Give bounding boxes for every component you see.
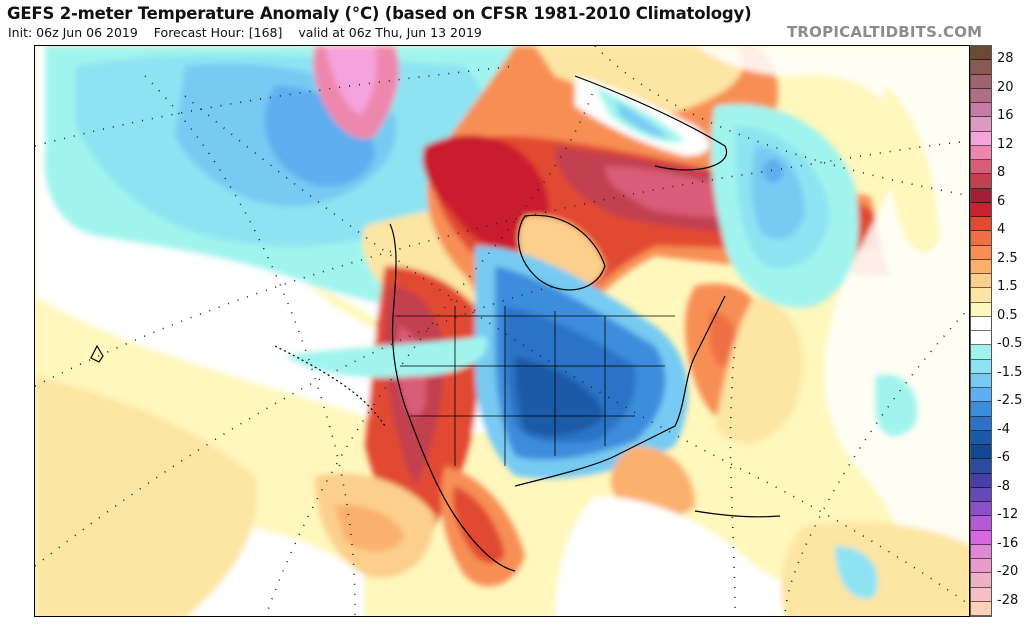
legend-band [971, 117, 991, 132]
legend-band [971, 345, 991, 360]
map-title: GEFS 2-meter Temperature Anomaly (°C) (b… [7, 4, 752, 23]
legend-label: -8 [997, 478, 1010, 494]
legend-band [971, 88, 991, 103]
legend-band [971, 74, 991, 89]
legend-band [971, 245, 991, 260]
legend-band [971, 516, 991, 531]
brand-watermark: TROPICALTIDBITS.COM [787, 23, 983, 41]
legend-label: 20 [997, 79, 1014, 95]
legend-band [971, 473, 991, 488]
forecast-hour: Forecast Hour: [168] [153, 25, 283, 40]
east-coast-line [514, 295, 726, 487]
legend-band [971, 145, 991, 160]
legend-band [971, 103, 991, 118]
legend-band [971, 202, 991, 217]
legend-label: -0.5 [997, 336, 1023, 352]
legend-label: -16 [997, 535, 1019, 551]
legend-label: -20 [997, 564, 1019, 580]
legend-band [971, 259, 991, 274]
legend-label: 1.5 [997, 279, 1018, 295]
legend-label: -6 [997, 450, 1010, 466]
legend-band [971, 46, 991, 61]
hawaii-island [90, 344, 104, 363]
legend-band [971, 487, 991, 502]
anomaly-field [35, 46, 969, 616]
legend-band [971, 402, 991, 417]
legend-band [971, 502, 991, 517]
legend-band [971, 573, 991, 588]
legend-band [971, 217, 991, 232]
legend-band [971, 359, 991, 374]
legend-label: -2.5 [997, 393, 1023, 409]
legend-band [971, 430, 991, 445]
legend-band [971, 288, 991, 303]
legend-band [971, 131, 991, 146]
legend-band [971, 388, 991, 403]
legend-label: 0.5 [997, 307, 1018, 323]
legend-label: 8 [997, 165, 1006, 181]
legend-label: -4 [997, 421, 1010, 437]
valid-time: valid at 06z Thu, Jun 13 2019 [298, 25, 482, 40]
legend-label: 12 [997, 136, 1014, 152]
legend-band [971, 231, 991, 246]
legend-label: 4 [997, 222, 1006, 238]
hudson-bay-coast [517, 214, 606, 291]
graticule [35, 46, 969, 616]
coastlines [90, 75, 781, 572]
west-coast-line [389, 223, 516, 572]
legend-label: 16 [997, 108, 1014, 124]
legend-band [971, 331, 991, 346]
legend-band [971, 530, 991, 545]
legend-band [971, 416, 991, 431]
legend-label: 28 [997, 51, 1014, 67]
legend-band [971, 445, 991, 460]
legend-band [971, 302, 991, 317]
legend-label: 6 [997, 193, 1006, 209]
legend-band [971, 174, 991, 189]
color-scale-legend [970, 45, 992, 617]
legend-label: -12 [997, 507, 1019, 523]
init-time: Init: 06z Jun 06 2019 [8, 25, 138, 40]
legend-band [971, 544, 991, 559]
legend-label: -28 [997, 592, 1019, 608]
temperature-anomaly-map [34, 45, 970, 617]
map-subtitle: Init: 06z Jun 06 2019 Forecast Hour: [16… [8, 25, 494, 40]
legend-band [971, 373, 991, 388]
state-borders [395, 306, 675, 466]
greenland-coast [574, 75, 728, 171]
legend-label: 2.5 [997, 250, 1018, 266]
cuba-coast [694, 510, 781, 518]
aleutian-line [274, 345, 386, 427]
legend-band [971, 188, 991, 203]
legend-band [971, 559, 991, 574]
legend-band [971, 274, 991, 289]
map-canvas [35, 46, 969, 616]
legend-band [971, 459, 991, 474]
legend-band [971, 587, 991, 602]
legend-label: -1.5 [997, 364, 1023, 380]
legend-band [971, 160, 991, 175]
legend-band [971, 601, 991, 616]
legend-band [971, 316, 991, 331]
legend-band [971, 60, 991, 75]
